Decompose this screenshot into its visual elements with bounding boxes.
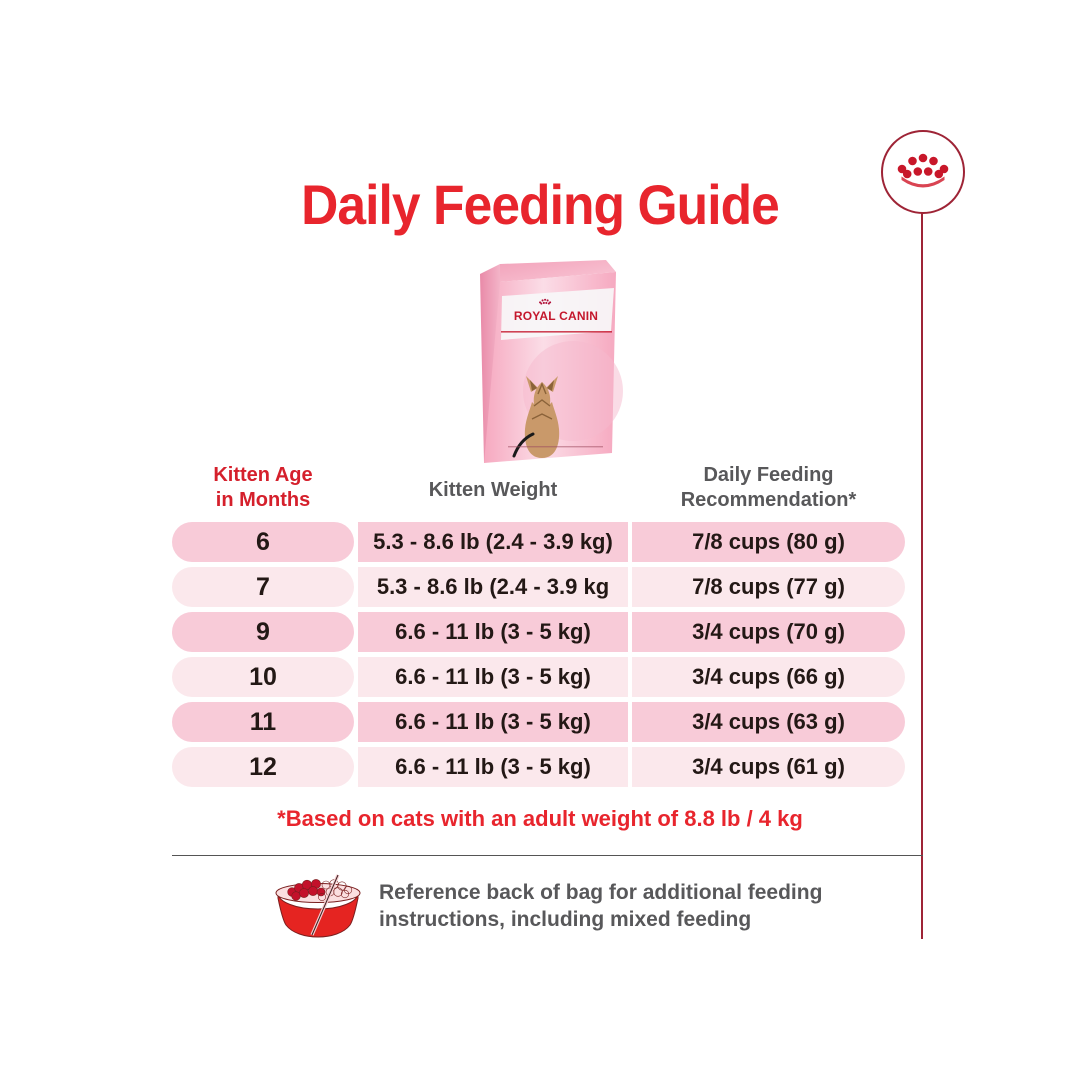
- svg-text:ROYAL CANIN: ROYAL CANIN: [514, 309, 598, 323]
